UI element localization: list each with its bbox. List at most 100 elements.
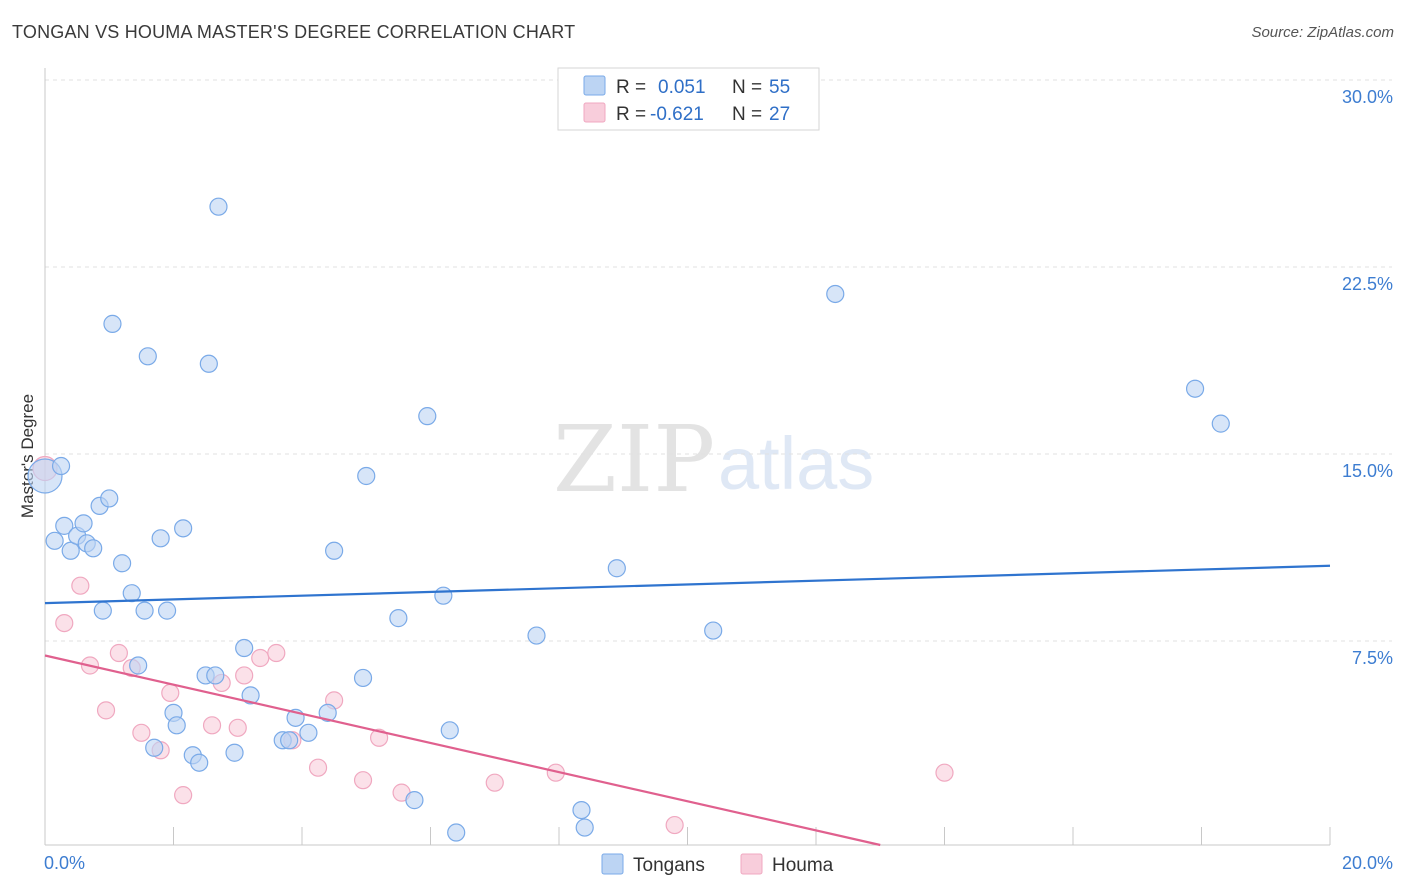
tongans-n-label: N = <box>732 77 762 98</box>
houma-point <box>228 718 247 737</box>
x-tick-label-min: 0.0% <box>44 853 85 873</box>
tongans-point <box>357 466 376 486</box>
tongans-point <box>151 529 170 548</box>
tongans-point <box>299 723 318 742</box>
tongans-point <box>122 584 141 603</box>
tongans-point <box>418 407 437 426</box>
houma-point <box>251 648 270 668</box>
houma-point <box>96 701 116 720</box>
stats-legend: R = 0.051 N = 55 R = -0.621 N = 27 <box>557 67 820 131</box>
tongans-point <box>45 531 64 550</box>
houma-n-value: 27 <box>769 104 790 125</box>
tongans-point <box>447 823 466 842</box>
tongans-point <box>575 818 594 837</box>
tongans-point <box>389 609 408 628</box>
tongans-point <box>434 586 453 605</box>
trend-lines <box>44 564 1331 847</box>
houma-point <box>55 613 74 633</box>
x-tick-labels: 0.0% 20.0% <box>44 853 1393 873</box>
tongans-point <box>1211 414 1230 433</box>
legend-houma-label: Houma <box>772 855 834 876</box>
tongans-point <box>157 601 177 620</box>
y-axis-label: Master's Degree <box>18 394 37 518</box>
tongans-points <box>27 197 1230 842</box>
houma-point <box>235 666 254 685</box>
houma-point <box>353 771 373 790</box>
tongans-point <box>440 721 459 740</box>
tongans-point <box>826 284 845 304</box>
x-tick-label-max: 20.0% <box>1342 853 1393 873</box>
houma-swatch <box>583 102 606 123</box>
y-tick-label: 7.5% <box>1352 648 1393 668</box>
tongans-point <box>138 347 157 366</box>
houma-point <box>935 763 954 782</box>
houma-point <box>71 576 90 595</box>
chart-title: TONGAN VS HOUMA MASTER'S DEGREE CORRELAT… <box>12 22 576 42</box>
tongans-point <box>74 514 93 533</box>
tongans-point <box>190 753 209 772</box>
tongans-point <box>61 541 80 560</box>
houma-r-value: -0.621 <box>650 104 704 125</box>
tongans-r-value: 0.051 <box>658 77 706 98</box>
houma-point <box>109 643 128 663</box>
houma-point <box>202 716 222 735</box>
tongans-point <box>51 456 71 476</box>
legend-tongans-label: Tongans <box>633 855 705 876</box>
houma-points <box>32 455 954 835</box>
tongans-point <box>318 703 337 722</box>
tongans-point <box>572 800 591 820</box>
tongans-point <box>93 601 112 620</box>
tongans-point <box>1185 379 1205 398</box>
tongans-point <box>405 791 424 810</box>
tongans-point <box>199 354 218 373</box>
legend-houma-swatch <box>740 853 763 875</box>
tongans-point <box>209 197 228 216</box>
watermark-zip: ZIP <box>553 406 715 513</box>
tongans-r-label: R = <box>616 77 646 98</box>
tongans-swatch <box>583 75 606 96</box>
houma-trend-line <box>44 654 881 847</box>
series-legend: Tongans Houma <box>601 853 834 876</box>
houma-r-label: R = <box>616 104 646 125</box>
tongans-point <box>145 738 164 757</box>
houma-n-label: N = <box>732 104 762 125</box>
tongans-point <box>206 666 225 685</box>
tongans-trend-line <box>44 564 1331 605</box>
watermark-atlas: atlas <box>718 422 874 505</box>
houma-point <box>132 723 151 742</box>
source-credit: Source: ZipAtlas.com <box>1251 24 1394 41</box>
tongans-point <box>84 539 103 558</box>
tongans-point <box>129 656 148 675</box>
houma-point <box>665 815 684 835</box>
houma-point <box>308 758 328 777</box>
tongans-point <box>607 559 626 578</box>
y-tick-labels: 7.5% 15.0% 22.5% 30.0% <box>1342 87 1393 668</box>
tongans-point <box>167 716 186 735</box>
tongans-point <box>235 638 254 658</box>
tongans-point <box>527 626 546 645</box>
y-tick-label: 22.5% <box>1342 274 1393 294</box>
houma-point <box>485 773 504 792</box>
houma-point <box>370 728 389 747</box>
houma-point <box>174 786 193 805</box>
tongans-point <box>241 686 260 705</box>
houma-point <box>161 683 180 703</box>
tongans-point <box>112 554 132 573</box>
watermark: ZIP atlas <box>553 406 874 513</box>
tongans-point <box>325 541 344 560</box>
tongans-point <box>100 489 119 508</box>
y-tick-label: 15.0% <box>1342 461 1393 481</box>
tongans-point <box>174 519 193 538</box>
tongans-point <box>280 731 299 750</box>
tongans-point <box>103 314 122 333</box>
y-tick-label: 30.0% <box>1342 87 1393 107</box>
houma-point <box>267 643 286 663</box>
tongans-point <box>135 601 154 620</box>
tongans-point <box>225 743 244 762</box>
tongans-point <box>353 668 373 688</box>
tongans-point <box>55 516 74 535</box>
tongans-n-value: 55 <box>769 77 790 98</box>
tongans-point <box>704 621 723 640</box>
gridlines <box>45 79 1392 642</box>
